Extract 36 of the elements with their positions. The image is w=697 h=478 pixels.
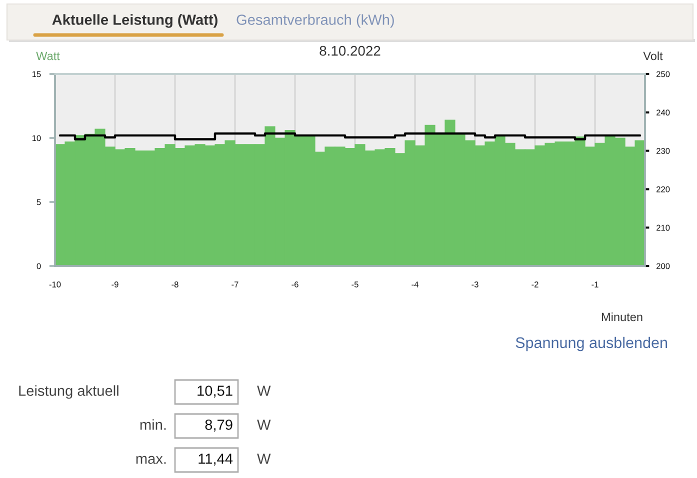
text: 10,51 bbox=[198, 386, 232, 398]
x-tick-label: -8 bbox=[172, 282, 178, 288]
x-tick-label: -4 bbox=[412, 282, 418, 288]
x-axis-title: Minuten bbox=[602, 312, 642, 322]
text: Gesamtverbrauch (kWh) bbox=[236, 14, 394, 28]
text: W bbox=[257, 454, 271, 464]
y2-tick-label: 200 bbox=[656, 263, 670, 270]
text: Leistung aktuell bbox=[19, 385, 118, 399]
y-tick-label: 5 bbox=[36, 199, 41, 206]
y2-tick-label: 250 bbox=[656, 71, 670, 78]
y2-axis-title: Volt bbox=[643, 52, 663, 60]
x-tick-label: -10 bbox=[49, 282, 61, 288]
y-axis-title: Watt bbox=[36, 52, 60, 60]
y-tick-label: 0 bbox=[36, 263, 41, 270]
text: Spannung ausblenden bbox=[516, 336, 668, 352]
y-tick-label: 15 bbox=[32, 71, 41, 78]
text: 8,79 bbox=[205, 420, 232, 432]
text: max. bbox=[136, 456, 166, 464]
y-tick-label: 10 bbox=[32, 135, 41, 142]
y2-tick-label: 240 bbox=[656, 110, 670, 116]
x-tick-label: -1 bbox=[592, 282, 598, 288]
x-tick-label: -3 bbox=[472, 282, 478, 288]
text: 11,44 bbox=[198, 454, 233, 466]
y2-tick-label: 210 bbox=[656, 224, 670, 231]
x-tick-label: -9 bbox=[112, 282, 118, 288]
x-tick-label: -7 bbox=[232, 282, 238, 288]
text: Aktuelle Leistung (Watt) bbox=[52, 14, 218, 28]
x-tick-label: -2 bbox=[532, 282, 538, 288]
x-tick-label: -6 bbox=[292, 282, 298, 288]
text: W bbox=[257, 386, 271, 396]
text: min. bbox=[140, 419, 166, 430]
y2-tick-label: 220 bbox=[656, 186, 670, 192]
y2-tick-label: 230 bbox=[656, 148, 670, 154]
x-tick-label: -5 bbox=[352, 282, 358, 288]
text: W bbox=[257, 420, 271, 430]
chart-title: 8.10.2022 bbox=[320, 46, 380, 56]
